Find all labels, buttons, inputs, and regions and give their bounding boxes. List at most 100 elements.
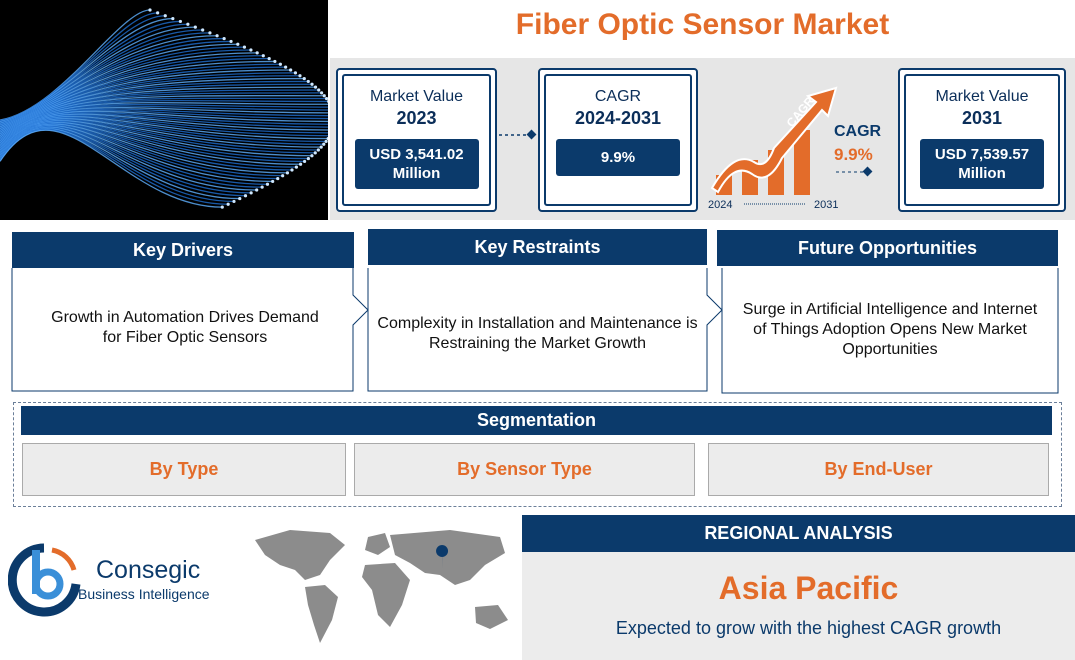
end-year: 2031 [814,199,838,211]
fiber-tip [178,19,182,24]
segmentation-frame [13,402,1062,507]
fiber-tip [302,159,307,164]
fiber-tip [232,199,236,204]
segment: By Type [22,443,346,496]
regional-text: Expected to grow with the highest CAGR g… [615,618,1002,638]
unit: Million [958,165,1006,182]
stat-value: USD 7,539.57 Million [920,139,1044,189]
regional-heading: REGIONAL ANALYSIS [522,515,1075,552]
unit: Million [392,165,441,182]
fiber-tip [148,8,152,12]
amount: 9.9% [600,149,636,166]
brand-tagline: Business Intelligence [78,586,210,602]
fiber-tip [316,148,320,152]
stat-card: Market Value 2031 USD 7,539.57 Million [898,68,1066,212]
fiber-tip [324,96,328,101]
fiber-tip [242,45,247,49]
cagr-value: 9.9% [834,145,873,164]
fiber-tip [271,179,275,184]
stat-period: 2023 [396,108,437,128]
factor-frames [11,268,1059,394]
fiber-tip [236,42,240,46]
world-map [255,530,508,643]
fiber-tip [302,76,306,81]
fiber-tip [310,82,314,86]
stat-card: Market Value 2023 USD 3,541.02 Million [336,68,497,212]
factor-text: Complexity in Installation and Maintenan… [377,315,698,352]
fiber-tip [201,28,205,32]
fiber-tip [281,174,285,178]
fiber-tip [260,185,264,189]
fiber-tip [278,62,282,66]
cagr-label: CAGR [834,123,882,140]
stat-value: USD 3,541.02 Million [354,139,479,189]
title: Fiber Optic Sensor Market [515,8,890,41]
fiber-tip [265,182,270,186]
region: Asia Pacific [718,570,899,606]
fiber-tip [267,56,271,61]
logo-mark [8,543,81,617]
fiber-strand [0,129,223,208]
fiber-tip [193,25,197,29]
stat-label: Market Value [369,88,464,105]
fiber-tip [313,85,318,89]
amount: USD 3,541.02 [369,146,464,163]
fiber-tip [171,16,175,21]
fiber-tip [222,36,226,41]
fiber-tip [326,136,328,141]
fiber-tip [229,39,233,44]
fiber-image [0,0,328,220]
fiber-tip [313,151,317,155]
fiber-tip [255,188,259,192]
fiber-tip [322,94,326,98]
fiber-tip [284,65,288,69]
fiber-tip [255,51,259,55]
stat-label: CAGR [594,88,642,105]
fiber-tip [156,11,160,15]
fiber-tip [327,99,328,103]
factor-heading: Key Restraints [368,229,707,265]
fiber-tip [215,34,219,38]
segment: By Sensor Type [354,443,695,496]
fiber-tip [243,194,248,198]
fiber-tip [298,74,302,78]
stat-period: 2024-2031 [574,108,662,128]
fiber-tip [306,156,310,161]
factor-text: Growth in Automation Drives Demand for F… [51,309,319,346]
stat-period: 2031 [961,108,1003,128]
fiber-tip [290,168,294,172]
start-year: 2024 [708,199,732,211]
connector [499,129,537,140]
fiber-tip [322,142,326,146]
brand-name: Consegic [96,556,201,584]
fiber-tip [289,68,293,72]
fiber-tip [186,22,190,26]
fiber-tip [319,145,323,149]
fiber-tip [273,59,277,64]
segmentation-heading: Segmentation [21,406,1052,435]
fiber-tip [226,202,230,206]
fiber-tip [293,71,298,75]
fiber-tip [285,171,290,175]
stat-card: CAGR 2024-2031 9.9% [538,68,698,212]
factor-heading: Future Opportunities [717,230,1058,266]
stat-value: 9.9% [556,139,680,176]
fiber-tip [294,165,298,169]
fiber-tip [208,31,212,35]
fiber-tip [261,54,265,58]
fiber-tip [249,191,253,195]
fiber-tip [310,154,314,158]
fiber-tip [320,91,324,95]
fiber-tip [163,14,167,18]
fiber-tip [298,162,303,166]
segment: By End-User [708,443,1049,496]
factor-heading: Key Drivers [12,232,354,268]
fiber-tip [317,88,321,92]
fiber-tip [238,196,242,201]
fiber-tip [324,139,328,144]
fiber-tip [306,79,310,84]
fiber-tip [249,48,253,52]
stat-label: Market Value [935,88,1029,105]
fiber-tip [220,205,224,209]
